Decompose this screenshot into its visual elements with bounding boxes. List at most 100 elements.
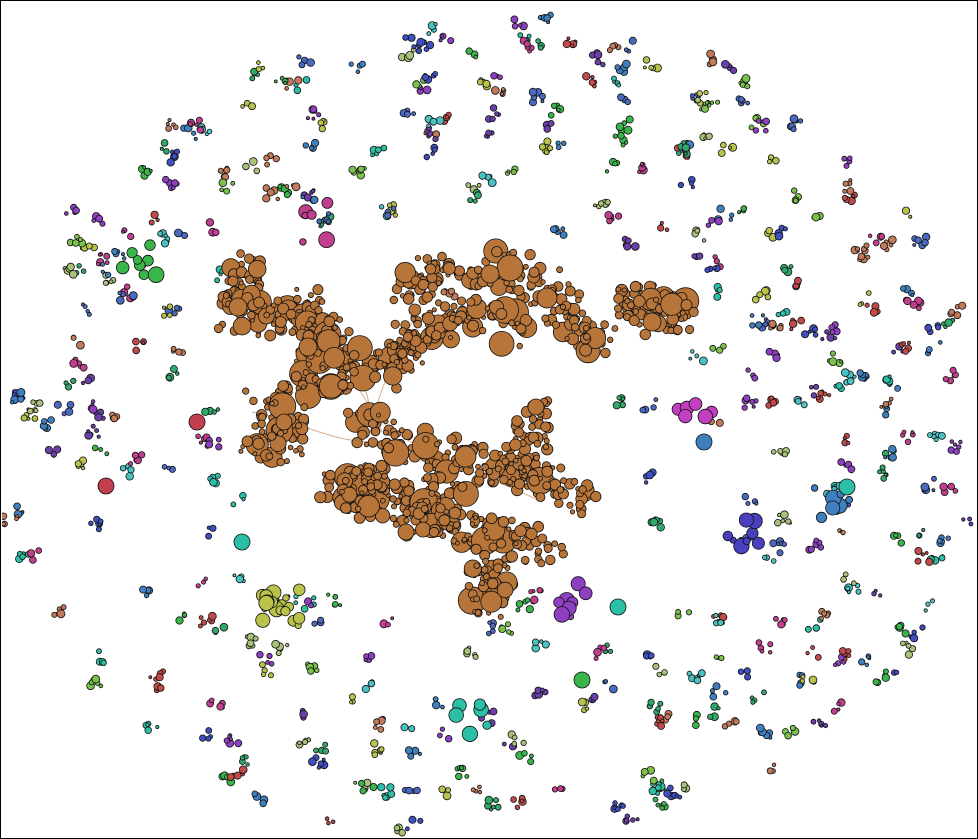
node (206, 617, 212, 623)
node (415, 47, 423, 54)
node (616, 82, 622, 88)
node (127, 232, 135, 241)
node (283, 191, 291, 199)
node (829, 350, 836, 357)
node (44, 445, 54, 455)
node (949, 439, 954, 444)
giant-node (428, 526, 440, 538)
node (845, 440, 851, 446)
node (664, 227, 670, 233)
node (69, 269, 78, 279)
giant-node (642, 312, 662, 332)
node (614, 212, 623, 220)
node (707, 713, 714, 720)
node (461, 725, 478, 743)
node (553, 606, 571, 623)
node (958, 439, 963, 445)
node (102, 279, 109, 286)
node (387, 790, 396, 798)
node (511, 734, 518, 741)
node (810, 645, 815, 650)
node (716, 346, 724, 354)
node (623, 242, 632, 251)
node (770, 448, 777, 455)
node (318, 125, 326, 133)
node (902, 347, 910, 355)
node (209, 524, 217, 532)
node (811, 212, 821, 222)
node (319, 222, 325, 227)
node (559, 231, 568, 239)
node (910, 293, 915, 298)
node (788, 264, 794, 270)
node (838, 647, 847, 655)
node (557, 785, 564, 792)
node (485, 129, 492, 137)
node (712, 254, 718, 260)
node (854, 246, 861, 252)
node (182, 612, 188, 618)
node (482, 79, 491, 88)
node (796, 682, 804, 689)
node (891, 349, 896, 355)
node (703, 89, 709, 96)
node (909, 634, 919, 643)
node (846, 377, 855, 385)
node (931, 488, 936, 493)
giant-node (453, 265, 465, 277)
node (432, 71, 439, 77)
node (600, 644, 608, 652)
node (655, 705, 661, 712)
node (321, 196, 334, 209)
node (593, 656, 599, 662)
node (423, 153, 430, 161)
node (243, 754, 249, 760)
node (866, 655, 871, 660)
node (630, 817, 636, 823)
node (425, 40, 435, 50)
giant-node (528, 266, 540, 278)
giant-node (575, 499, 585, 509)
giant-node (420, 504, 429, 513)
node (433, 21, 438, 27)
node (260, 65, 266, 71)
node (925, 346, 933, 353)
node (359, 60, 366, 68)
giant-node (536, 287, 558, 309)
node (506, 629, 512, 635)
node (762, 117, 770, 126)
node (537, 44, 544, 51)
node (755, 639, 763, 646)
node (307, 667, 315, 675)
node (412, 80, 421, 89)
node (29, 556, 37, 564)
giant-node (435, 280, 442, 286)
node (19, 553, 26, 560)
giant-node (273, 296, 283, 306)
node (623, 140, 629, 145)
node (774, 519, 782, 527)
node (200, 619, 207, 626)
node (95, 214, 104, 223)
node (751, 295, 760, 304)
giant-node (570, 477, 579, 486)
node (616, 395, 622, 401)
node (215, 407, 221, 412)
node (842, 436, 847, 441)
node (30, 399, 36, 405)
giant-node (520, 555, 530, 565)
giant-node (474, 609, 482, 616)
node (214, 277, 221, 284)
node (497, 74, 503, 81)
node (771, 762, 777, 767)
giant-node (535, 492, 546, 503)
giant-node (300, 384, 306, 390)
node (582, 72, 591, 81)
node (625, 115, 634, 124)
node (36, 399, 44, 407)
giant-node (392, 520, 400, 528)
node (119, 465, 127, 472)
node (417, 817, 424, 824)
node (770, 558, 777, 564)
node (656, 523, 665, 532)
